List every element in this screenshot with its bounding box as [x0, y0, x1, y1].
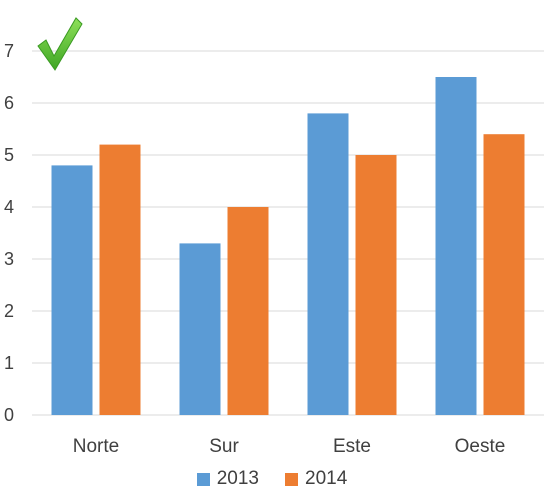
legend-label: 2014 — [305, 468, 348, 489]
y-tick-label: 3 — [4, 249, 14, 269]
legend-item-2014: 2014 — [285, 468, 347, 490]
y-axis-ticks: 0 1 2 3 4 5 6 7 — [4, 41, 14, 425]
y-tick-label: 2 — [4, 301, 14, 321]
y-tick-label: 5 — [4, 145, 14, 165]
legend: 2013 2014 — [0, 468, 544, 490]
x-axis-categories: Norte Sur Este Oeste — [73, 436, 506, 457]
y-tick-label: 0 — [4, 405, 14, 425]
y-tick-label: 1 — [4, 353, 14, 373]
bar-chart: 0 1 2 3 4 5 6 7 Norte Sur Este Oeste — [4, 41, 544, 457]
bar-norte-2013 — [51, 165, 93, 415]
legend-item-2013: 2013 — [196, 468, 259, 490]
x-category-label: Norte — [73, 436, 119, 457]
x-category-label: Oeste — [455, 436, 506, 457]
legend-label: 2013 — [216, 468, 259, 489]
x-category-label: Este — [333, 436, 371, 457]
green-checkmark-icon — [37, 17, 83, 71]
x-category-label: Sur — [209, 436, 239, 457]
y-tick-label: 7 — [4, 41, 14, 61]
legend-swatch — [285, 472, 298, 486]
bar-sur-2013 — [179, 243, 221, 415]
legend-swatch — [196, 472, 210, 486]
bar-este-2014 — [355, 155, 397, 415]
y-tick-label: 4 — [4, 197, 14, 217]
bar-oeste-2014 — [483, 134, 525, 415]
bars — [51, 77, 525, 416]
y-tick-label: 6 — [4, 93, 14, 113]
bar-sur-2014 — [227, 207, 269, 415]
bar-oeste-2013 — [435, 77, 477, 415]
bar-este-2013 — [307, 113, 349, 416]
bar-norte-2014 — [99, 144, 141, 415]
